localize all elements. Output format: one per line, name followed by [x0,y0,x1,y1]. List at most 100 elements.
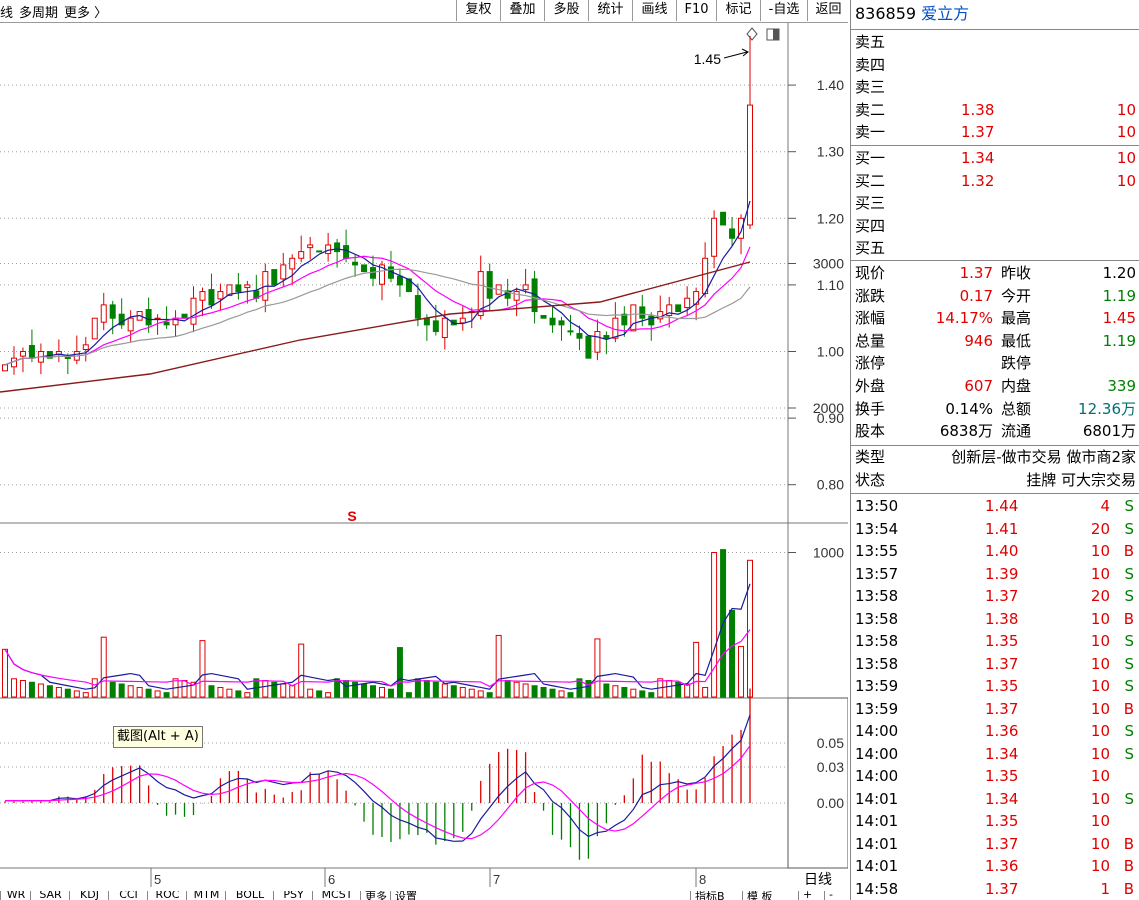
candle [172,310,179,337]
indicator-tab[interactable]: MTM [186,891,226,900]
order-book-label: 卖三 [855,78,886,97]
trade-volume: 10 [1090,834,1110,853]
indicator-tab[interactable]: KDJ [69,891,109,900]
toolbar-button[interactable]: 统计 [588,0,632,21]
volume-bar [370,685,377,698]
candle [387,250,394,283]
volume-bar [693,641,700,698]
volume-bar [396,647,403,698]
trade-volume: 10 [1090,857,1110,875]
date-axis-label: 7 [493,872,500,887]
toolbar-left-item[interactable]: 线 [0,6,14,21]
candle [567,314,574,336]
stat-label: 最高 [1001,309,1032,328]
trade-side: B [1123,834,1134,853]
indicator-tab[interactable]: MCST [312,891,361,900]
macd-axis-box [787,697,848,869]
macd-axis-label: 0.00 [817,795,844,811]
volume-bars [2,549,753,698]
stat-value: 1.45 [1102,309,1136,328]
volume-bar [477,690,484,698]
toolbar-button[interactable]: 复权 [456,0,500,21]
volume-bar [378,686,385,698]
candle [109,300,116,335]
stat-value: 946 [964,331,993,350]
period-label[interactable]: 日线 [804,871,832,887]
stat-value: 6801万 [1082,422,1136,441]
order-book-price: 1.34 [961,149,995,167]
toolbar-button[interactable]: F10 [676,0,716,21]
candle [576,325,583,351]
toolbar-button[interactable]: 叠加 [500,0,544,21]
indicator-tab[interactable]: BOLL [225,891,274,900]
volume-bar [136,686,143,698]
trade-volume: 10 [1090,609,1110,628]
trade-volume: 10 [1090,654,1110,673]
trade-row: 14:01 1.35 10 [855,810,1136,832]
indicator-tab[interactable]: PSY [273,891,313,900]
trade-time: 14:01 [855,857,899,875]
price-axis-label: 1.40 [817,77,844,93]
trade-side: S [1124,497,1134,515]
indicator-control[interactable]: - [824,891,837,900]
indicator-tab[interactable]: ROC [147,891,187,900]
toolbar-button[interactable]: 画线 [632,0,676,21]
candle [729,216,736,247]
toolbar-left-item[interactable]: 更多 〉 [64,6,108,21]
indicator-tab[interactable]: 设置 [390,891,421,900]
indicator-tab[interactable]: 更多 [360,891,391,900]
candle [747,35,753,229]
stock-name[interactable]: 爱立方 [921,4,970,23]
candle [621,306,628,337]
volume-bar [163,692,170,698]
trade-time: 14:01 [855,789,899,808]
order-book-row: 买三 [855,192,1136,214]
stat-label: 内盘 [1001,377,1032,395]
diamond-icon[interactable] [746,27,758,41]
candle [289,254,296,285]
volume-bar [10,678,17,698]
volume-bar [459,686,466,698]
volume-bar [181,680,188,698]
trade-row: 14:00 1.36 10 S [855,720,1136,742]
indicator-tab[interactable]: WR [0,891,31,900]
volume-bar [199,640,206,698]
indicator-control[interactable]: 模 板 [742,891,777,900]
candle [343,229,350,263]
kline-chart[interactable]: 1.40 1.30 1.20 1.10 1.00 0.90 0.80 3000 2000 1000… [0,23,848,891]
volume-bar [235,690,242,698]
candle [55,339,62,363]
toolbar-left-item[interactable]: 多周期 [19,6,59,21]
candle [666,296,673,328]
trade-time: 13:58 [855,587,899,605]
toolbar-button[interactable]: 返回 [807,0,849,21]
stat-value: 12.36万 [1078,399,1136,418]
order-book-price: 1.38 [961,100,995,119]
trade-volume: 20 [1090,587,1110,605]
toolbar-button[interactable]: -自选 [760,0,807,21]
ma5-line [4,200,751,366]
trade-price: 1.37 [985,879,1019,898]
stat-label: 换手 [855,399,886,418]
stat-value: 0.14% [945,399,993,418]
trade-volume: 10 [1090,722,1110,740]
indicator-tab[interactable]: SAR [30,891,70,900]
indicator-control[interactable]: 指标B [690,891,729,900]
volume-bar [630,688,637,698]
order-book-price: 1.37 [961,123,995,142]
price-axis-label: 1.20 [817,210,844,226]
candle [37,343,44,375]
toolbar-button[interactable]: 多股 [544,0,588,21]
quote-stat-row: 换手 0.14% 总额 12.36万 [855,398,1136,420]
trade-volume: 4 [1100,497,1110,515]
macd-dea-line [5,745,751,840]
indicator-tab[interactable]: CCI [108,891,148,900]
volume-bar [531,685,538,698]
panel-icon[interactable] [766,28,780,41]
stat-label: 流通 [1001,422,1032,441]
trade-price: 1.37 [985,587,1019,605]
toolbar-button[interactable]: 标记 [716,0,760,21]
trade-side: S [1124,564,1134,583]
indicator-control[interactable]: + [798,891,816,900]
trade-row: 13:58 1.38 10 B [855,608,1136,630]
